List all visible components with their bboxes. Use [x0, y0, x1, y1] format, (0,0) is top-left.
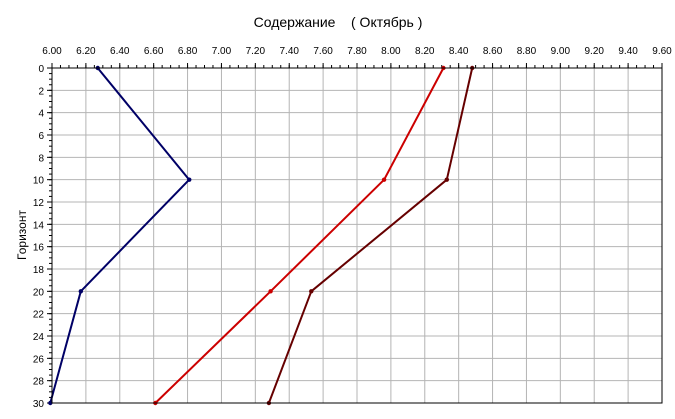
minor-ticks — [47, 63, 663, 404]
y-tick-label: 10 — [33, 176, 45, 187]
y-axis-label: Горизонт — [15, 210, 29, 260]
x-tick-label: 6.60 — [144, 46, 164, 57]
grid — [51, 67, 663, 404]
x-tick-label: 8.80 — [517, 46, 537, 57]
x-tick-label: 6.80 — [178, 46, 198, 57]
series-3-point — [309, 289, 314, 294]
y-tick-label: 2 — [38, 86, 44, 97]
series-line-2 — [154, 67, 445, 404]
series-1-point — [48, 400, 53, 406]
x-tick-label: 9.40 — [618, 46, 638, 57]
x-tick-labels: 6.00 6.20 6.40 6.60 6.80 7.00 7.20 7.40 7.60 7.80… — [42, 46, 672, 57]
x-tick-label: 6.40 — [110, 46, 130, 57]
y-tick-label: 14 — [33, 220, 45, 231]
x-tick-label: 7.80 — [347, 46, 367, 57]
y-tick-label: 26 — [33, 354, 45, 365]
y-tick-label: 4 — [38, 109, 44, 120]
series-group — [48, 65, 475, 406]
x-tick-label: 6.20 — [76, 46, 96, 57]
x-tick-label: 7.20 — [246, 46, 266, 57]
x-tick-label: 8.60 — [483, 46, 503, 57]
y-tick-label: 16 — [33, 243, 45, 254]
x-tick-label: 8.00 — [381, 46, 401, 57]
x-tick-label: 8.20 — [415, 46, 435, 57]
series-1-point — [78, 289, 84, 294]
x-tick-label: 9.00 — [551, 46, 571, 57]
y-tick-label: 18 — [33, 265, 45, 276]
y-tick-label: 22 — [33, 310, 45, 321]
x-tick-label: 7.00 — [212, 46, 232, 57]
x-tick-label: 9.20 — [584, 46, 604, 57]
x-tick-label: 7.60 — [313, 46, 333, 57]
y-tick-label: 0 — [38, 64, 44, 75]
y-tick-label: 8 — [38, 153, 44, 164]
plot-border — [51, 67, 663, 404]
chart-title: Содержание ( Октябрь ) — [254, 14, 423, 30]
y-tick-label: 20 — [33, 287, 45, 298]
series-3-point — [444, 177, 450, 182]
series-2-point — [268, 289, 273, 294]
x-tick-label: 7.40 — [279, 46, 299, 57]
x-tick-label: 9.60 — [652, 46, 672, 57]
x-tick-label: 8.40 — [449, 46, 469, 57]
x-tick-label: 6.00 — [42, 46, 62, 57]
series-1-point — [187, 177, 192, 182]
y-tick-label: 28 — [33, 377, 45, 388]
y-tick-label: 6 — [38, 131, 44, 142]
series-line-3 — [267, 67, 474, 404]
series-line-1 — [49, 67, 191, 404]
y-tick-label: 12 — [33, 198, 45, 209]
y-tick-label: 30 — [33, 399, 45, 410]
series-2-point — [381, 177, 387, 182]
y-tick-label: 24 — [33, 332, 45, 343]
